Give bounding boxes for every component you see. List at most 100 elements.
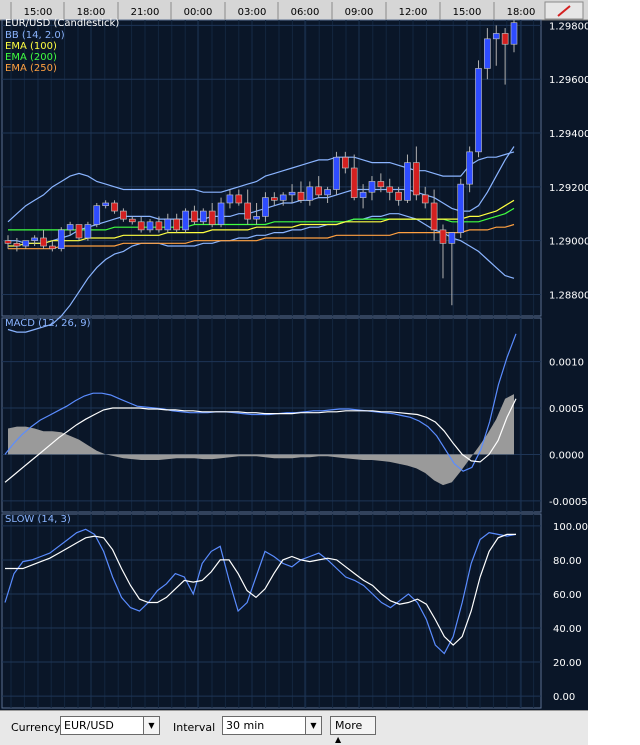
- x-tick-label: 12:00: [399, 7, 428, 18]
- y-tick-label: 1.29200: [549, 183, 588, 194]
- candle-body: [484, 38, 491, 69]
- candle-body: [271, 197, 278, 201]
- candle-body: [49, 245, 56, 250]
- candle-body: [253, 216, 260, 220]
- candle-body: [102, 202, 109, 206]
- currency-select[interactable]: EUR/USD ▼: [60, 716, 160, 735]
- candle-body: [93, 205, 101, 225]
- candle-body: [413, 162, 420, 196]
- candle-body: [448, 232, 456, 244]
- candle-body: [75, 224, 83, 239]
- time-axis-bar: [0, 0, 588, 20]
- y-tick-label: 0.0010: [549, 358, 584, 369]
- candle-body: [350, 167, 358, 198]
- pane-frame: [1, 19, 542, 317]
- x-tick-label: 18:00: [507, 7, 536, 18]
- candle-body: [279, 194, 287, 201]
- candle-body: [146, 221, 154, 231]
- triangle-up-icon: ▲: [335, 735, 342, 744]
- price-chart-title: EUR/USD (Candlestick): [5, 18, 119, 29]
- candle-body: [40, 237, 47, 247]
- interval-select[interactable]: 30 min ▼: [222, 716, 322, 735]
- candle-body: [13, 243, 21, 247]
- bb-lower-line: [7, 213, 515, 333]
- y-tick-label: 1.29000: [549, 237, 588, 248]
- ema100-line: [8, 199, 515, 247]
- candle-body: [288, 191, 296, 196]
- candle-body: [84, 224, 92, 239]
- candle-body: [386, 186, 394, 193]
- macd-signal-line: [4, 398, 517, 483]
- candle-body: [368, 181, 376, 193]
- x-tick-label: 06:00: [291, 7, 320, 18]
- candle-body: [262, 197, 269, 217]
- pencil-icon: [557, 5, 571, 17]
- candle-body: [182, 210, 189, 231]
- candle-body: [155, 221, 163, 231]
- y-tick-label: 80.00: [553, 556, 582, 567]
- candle-body: [315, 186, 323, 196]
- y-tick-label: 0.0000: [549, 450, 584, 461]
- candle-body: [128, 218, 136, 223]
- y-tick-label: -0.0005: [549, 497, 588, 508]
- y-tick-label: 1.29600: [549, 75, 588, 86]
- chevron-down-icon[interactable]: ▼: [143, 717, 159, 734]
- candle-body: [217, 202, 225, 225]
- stoch-k-line: [4, 528, 517, 655]
- chart-area[interactable]: 15:00 18:00 21:00 00:00 03:00 06:00 09:00 12:00…: [0, 0, 588, 710]
- candle-body: [457, 183, 465, 233]
- pane-frame: [1, 317, 542, 513]
- candle-body: [57, 229, 65, 250]
- x-tick-label: 15:00: [24, 7, 53, 18]
- x-tick-label: 15:00: [453, 7, 482, 18]
- y-tick-label: 1.28800: [549, 290, 588, 301]
- x-tick-label: 09:00: [345, 7, 374, 18]
- more-button[interactable]: More ▲: [330, 716, 376, 744]
- stoch-d-line: [5, 533, 516, 646]
- candle-body: [226, 194, 234, 204]
- y-tick-label: 1.29400: [549, 129, 588, 140]
- slow-title: SLOW (14, 3): [5, 514, 71, 525]
- candle-body: [324, 189, 331, 196]
- candle-body: [342, 156, 349, 169]
- candle-body: [164, 218, 172, 231]
- y-tick-label: 1.29800: [549, 21, 588, 32]
- bb-upper-line: [7, 151, 515, 223]
- x-tick-label: 18:00: [77, 7, 106, 18]
- macd-title: MACD (12, 26, 9): [5, 318, 91, 329]
- candle-body: [208, 210, 216, 225]
- chevron-down-icon[interactable]: ▼: [305, 717, 321, 734]
- candle-body: [377, 181, 385, 188]
- candle-body: [492, 33, 500, 40]
- chart-svg[interactable]: 15:00 18:00 21:00 00:00 03:00 06:00 09:00 12:00…: [0, 0, 588, 710]
- y-tick-label: 40.00: [553, 624, 582, 635]
- candle-body: [66, 224, 74, 231]
- candle-body: [359, 191, 367, 198]
- candle-body: [430, 202, 438, 231]
- candle-body: [235, 194, 243, 204]
- legend-entry: BB (14, 2.0): [5, 30, 65, 41]
- candle-body: [4, 240, 12, 244]
- y-tick-label: 0.00: [553, 692, 575, 703]
- candle-body: [297, 191, 305, 201]
- candle-body: [173, 218, 180, 231]
- candle-body: [501, 33, 509, 45]
- ema250-line: [8, 223, 515, 250]
- currency-value: EUR/USD: [64, 719, 114, 732]
- bottom-toolbar: Currency EUR/USD ▼ Interval 30 min ▼ Mor…: [0, 710, 588, 745]
- legend-entry: EMA (250): [5, 63, 57, 74]
- candle-body: [395, 191, 402, 201]
- y-tick-label: 0.0005: [549, 404, 584, 415]
- candle-body: [404, 162, 411, 201]
- candle-body: [120, 210, 127, 220]
- candle-body: [510, 22, 518, 45]
- candle-body: [137, 221, 145, 231]
- interval-value: 30 min: [226, 719, 265, 732]
- candle-body: [191, 210, 198, 223]
- x-tick-label: 21:00: [131, 7, 160, 18]
- more-label: More: [335, 719, 363, 732]
- x-tick-label: 03:00: [238, 7, 267, 18]
- candle-body: [333, 156, 340, 190]
- macd-line: [4, 333, 517, 472]
- legend-entry: EMA (100): [5, 41, 57, 52]
